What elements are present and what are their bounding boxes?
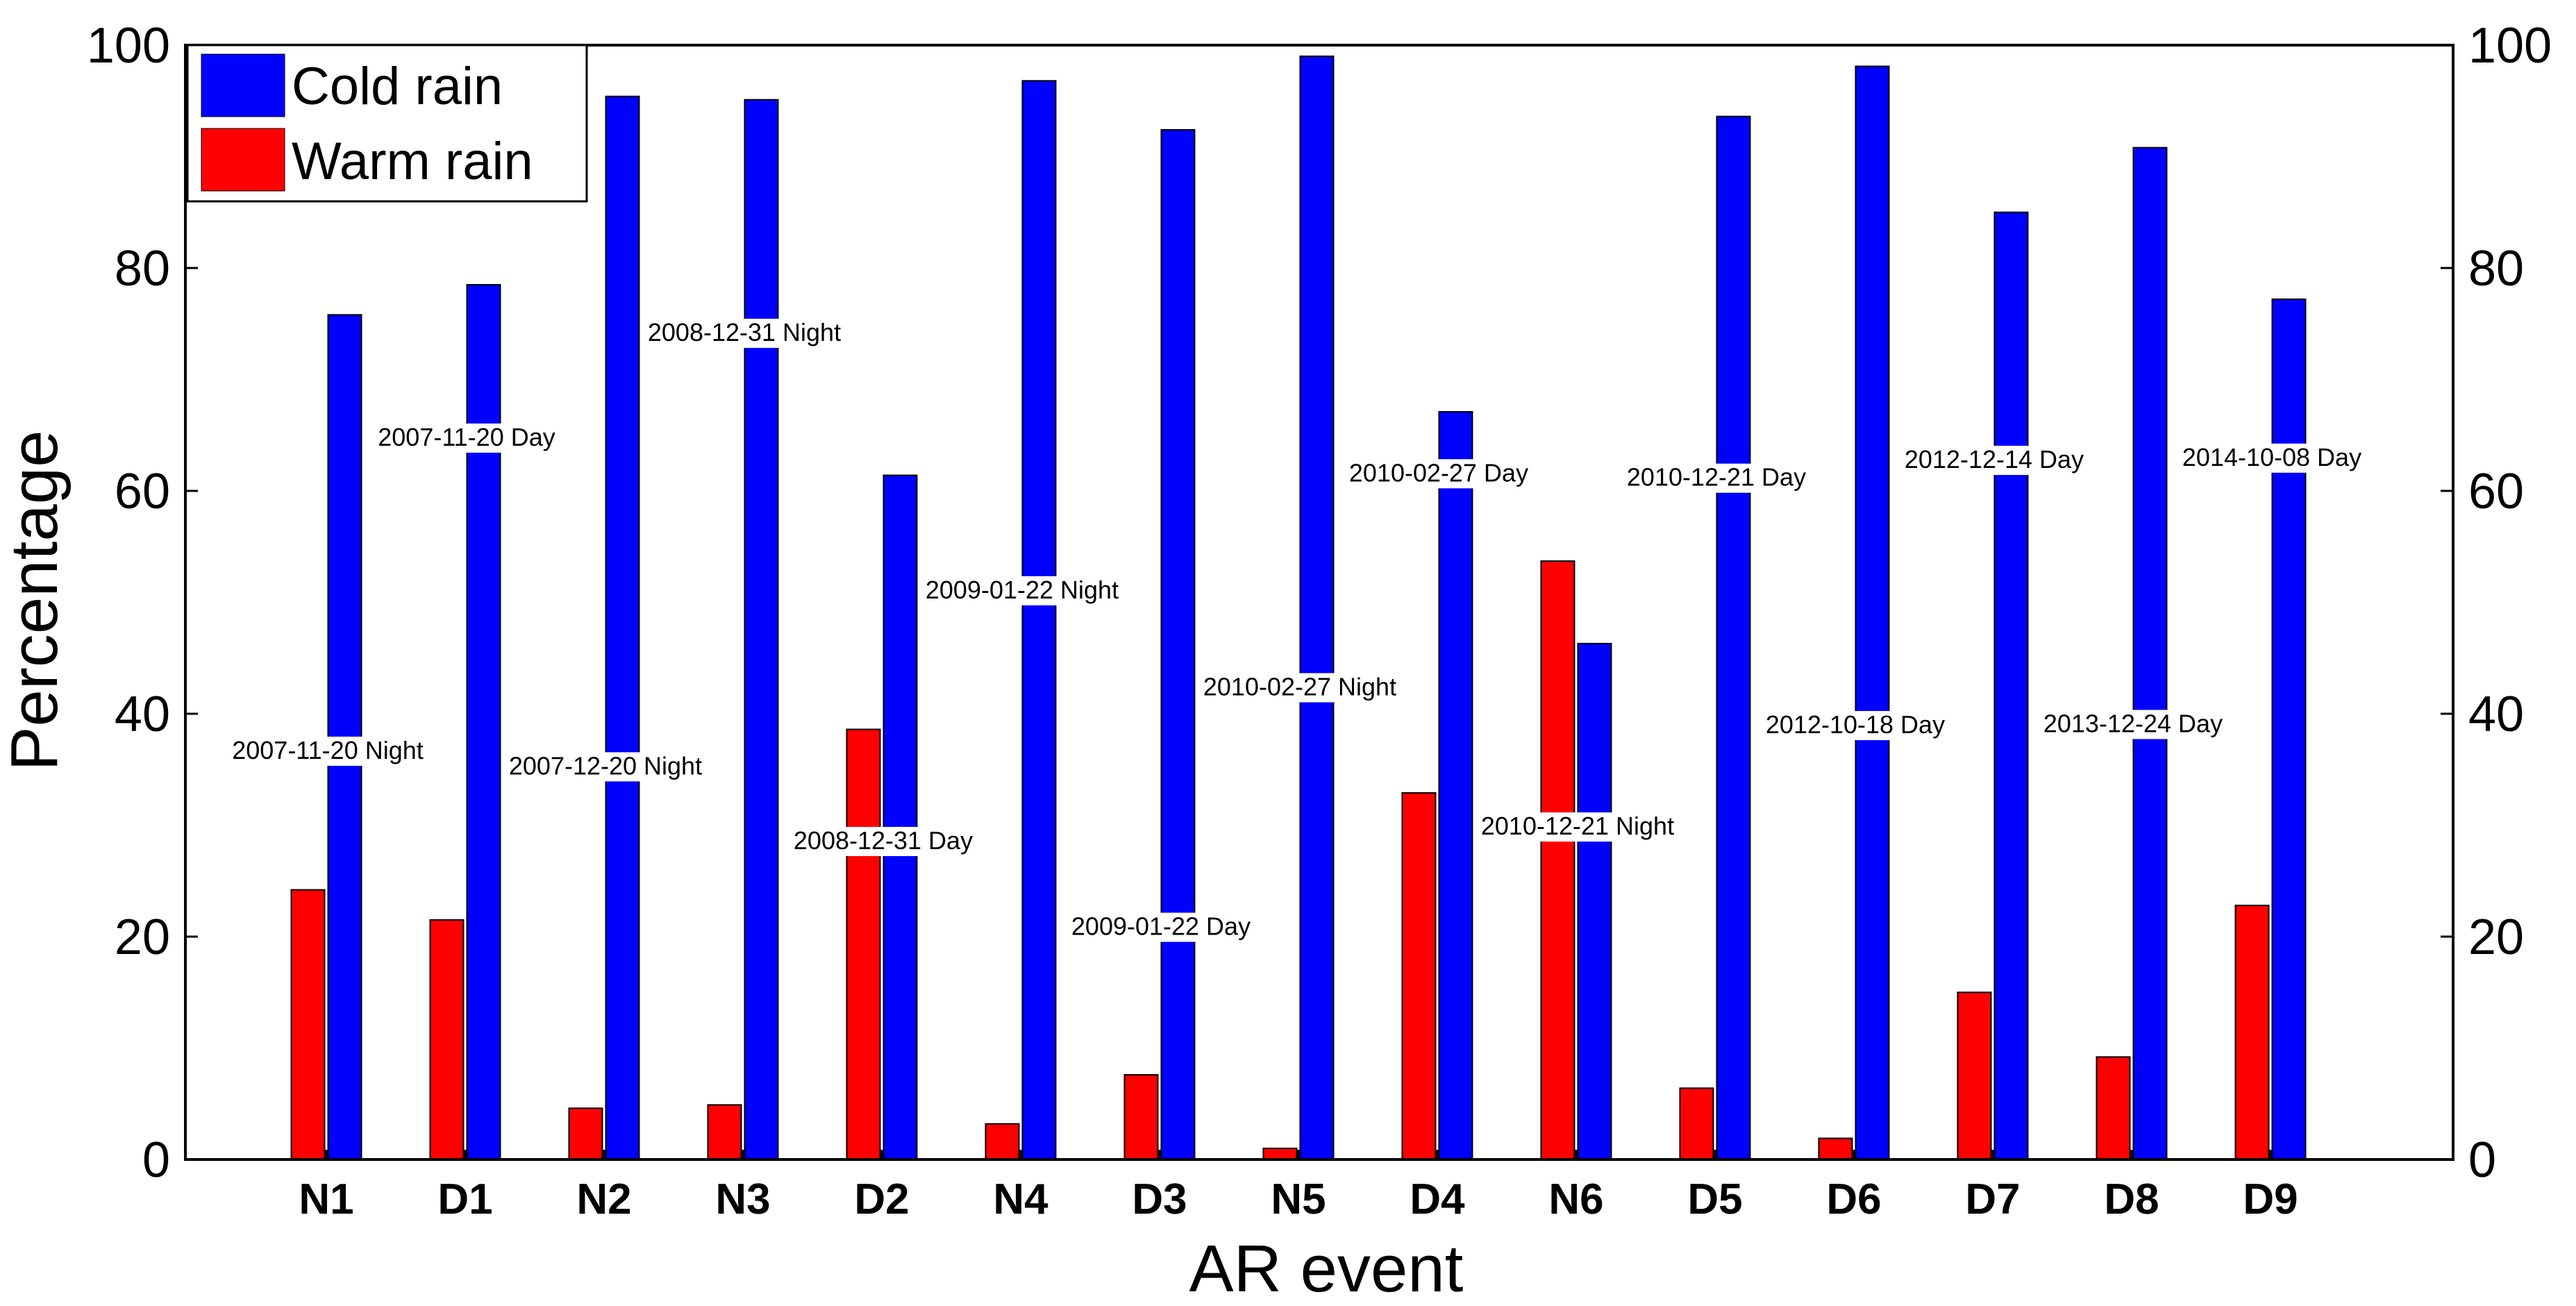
legend-label-cold-rain: Cold rain — [292, 57, 503, 116]
x-tick-label-n4: N4 — [993, 1175, 1048, 1223]
bar-cold-rain-d5 — [1717, 117, 1750, 1160]
x-tick-label-n6: N6 — [1548, 1175, 1603, 1223]
annotation-text: 2010-02-27 Night — [1203, 672, 1396, 701]
bar-warm-rain-d8 — [2097, 1057, 2130, 1160]
x-axis-title: AR event — [1189, 1232, 1464, 1306]
bar-warm-rain-d7 — [1958, 992, 1991, 1160]
annotation-d6: 2012-10-18 Day — [1763, 710, 1948, 740]
bar-cold-rain-n2 — [606, 97, 639, 1160]
bar-cold-rain-n6 — [1578, 644, 1612, 1160]
y-tick-label-right-20: 20 — [2468, 910, 2524, 965]
bar-cold-rain-d3 — [1162, 130, 1195, 1160]
legend: Cold rain Warm rain — [187, 45, 587, 201]
annotation-d2: 2008-12-31 Day — [791, 826, 976, 856]
annotation-d5: 2010-12-21 Day — [1624, 463, 1809, 493]
bar-warm-rain-d5 — [1680, 1088, 1714, 1160]
annotation-text: 2008-12-31 Day — [794, 826, 973, 855]
bar-cold-rain-d1 — [467, 285, 501, 1160]
bar-warm-rain-n4 — [986, 1124, 1019, 1160]
x-tick-label-n1: N1 — [299, 1175, 353, 1223]
y-tick-label-left-80: 80 — [115, 241, 170, 296]
annotation-text: 2014-10-08 Day — [2182, 443, 2361, 471]
y-tick-label-left-40: 40 — [115, 687, 170, 742]
annotation-text: 2007-11-20 Day — [378, 423, 555, 451]
y-tick-label-right-100: 100 — [2468, 18, 2552, 74]
annotation-text: 2013-12-24 Day — [2043, 709, 2223, 737]
x-tick-label-d5: D5 — [1687, 1175, 1742, 1223]
bar-cold-rain-d2 — [884, 476, 917, 1160]
annotation-n2: 2007-12-20 Night — [506, 751, 705, 781]
annotation-d4: 2010-02-27 Day — [1346, 458, 1531, 488]
bar-warm-rain-d9 — [2236, 905, 2269, 1160]
annotation-n6: 2010-12-21 Night — [1478, 812, 1677, 842]
annotation-n3: 2008-12-31 Night — [645, 318, 844, 348]
y-tick-label-left-0: 0 — [142, 1132, 170, 1188]
y-tick-label-right-0: 0 — [2468, 1132, 2496, 1188]
annotation-text: 2012-10-18 Day — [1766, 710, 1945, 739]
annotation-text: 2010-02-27 Day — [1349, 458, 1528, 487]
annotation-d9: 2014-10-08 Day — [2180, 443, 2364, 473]
bar-warm-rain-n5 — [1264, 1148, 1297, 1160]
bar-cold-rain-n5 — [1300, 56, 1334, 1160]
annotation-text: 2009-01-22 Night — [926, 576, 1119, 604]
x-tick-label-n2: N2 — [576, 1175, 631, 1223]
annotation-text: 2010-12-21 Day — [1627, 463, 1806, 492]
x-tick-label-n5: N5 — [1271, 1175, 1325, 1223]
annotation-d7: 2012-12-14 Day — [1902, 445, 2086, 475]
x-tick-label-d9: D9 — [2243, 1175, 2298, 1223]
annotation-text: 2007-11-20 Night — [232, 736, 424, 764]
bar-cold-rain-d4 — [1439, 412, 1473, 1160]
bar-warm-rain-n2 — [569, 1108, 603, 1160]
bar-warm-rain-n1 — [292, 890, 325, 1160]
y-tick-label-right-40: 40 — [2468, 687, 2524, 742]
bar-cold-rain-d9 — [2273, 299, 2306, 1160]
bar-warm-rain-d4 — [1403, 793, 1436, 1160]
bar-cold-rain-d7 — [1995, 212, 2028, 1160]
y-tick-label-left-100: 100 — [87, 18, 170, 74]
y-tick-label-left-20: 20 — [115, 910, 170, 965]
bar-warm-rain-d2 — [847, 729, 880, 1160]
ar-event-bar-chart: N1 D1 N2 N3 D2 N4 D3 N5 D4 N6 D5 D6 D7 D8 D9 0 0 20 20 40 40… — [0, 0, 2576, 1306]
x-tick-label-d6: D6 — [1826, 1175, 1881, 1223]
bar-warm-rain-d1 — [430, 920, 464, 1160]
bar-warm-rain-n3 — [708, 1105, 742, 1160]
annotation-text: 2009-01-22 Day — [1071, 912, 1251, 941]
x-tick-label-d2: D2 — [854, 1175, 909, 1223]
bar-cold-rain-d6 — [1856, 66, 1889, 1160]
legend-swatch-warm-rain — [201, 128, 285, 191]
annotation-text: 2007-12-20 Night — [509, 751, 702, 780]
annotation-d1: 2007-11-20 Day — [375, 423, 558, 453]
annotation-d3: 2009-01-22 Day — [1069, 912, 1253, 942]
legend-swatch-cold-rain — [201, 54, 285, 117]
x-tick-label-n3: N3 — [715, 1175, 770, 1223]
legend-label-warm-rain: Warm rain — [292, 132, 533, 191]
x-tick-label-d3: D3 — [1132, 1175, 1187, 1223]
y-tick-label-left-60: 60 — [115, 464, 170, 519]
x-tick-label-d8: D8 — [2104, 1175, 2159, 1223]
bar-cold-rain-n4 — [1023, 81, 1056, 1160]
annotation-text: 2008-12-31 Night — [648, 318, 841, 346]
y-tick-label-right-80: 80 — [2468, 241, 2524, 296]
annotation-d8: 2013-12-24 Day — [2041, 709, 2225, 739]
annotation-text: 2012-12-14 Day — [1905, 445, 2084, 474]
x-tick-label-d7: D7 — [1965, 1175, 2020, 1223]
bar-warm-rain-d3 — [1125, 1075, 1158, 1160]
bar-cold-rain-d8 — [2134, 148, 2167, 1160]
x-tick-label-d4: D4 — [1410, 1175, 1465, 1223]
x-tick-label-d1: D1 — [437, 1175, 492, 1223]
annotation-n4: 2009-01-22 Night — [923, 576, 1121, 605]
y-axis-title: Percentage — [0, 430, 72, 771]
bar-warm-rain-d6 — [1819, 1139, 1852, 1160]
bar-warm-rain-n6 — [1541, 561, 1575, 1160]
annotation-n5: 2010-02-27 Night — [1201, 672, 1399, 702]
bar-cold-rain-n3 — [745, 100, 778, 1160]
y-tick-label-right-60: 60 — [2468, 464, 2524, 519]
annotation-text: 2010-12-21 Night — [1481, 812, 1674, 840]
annotation-n1: 2007-11-20 Night — [229, 736, 426, 766]
